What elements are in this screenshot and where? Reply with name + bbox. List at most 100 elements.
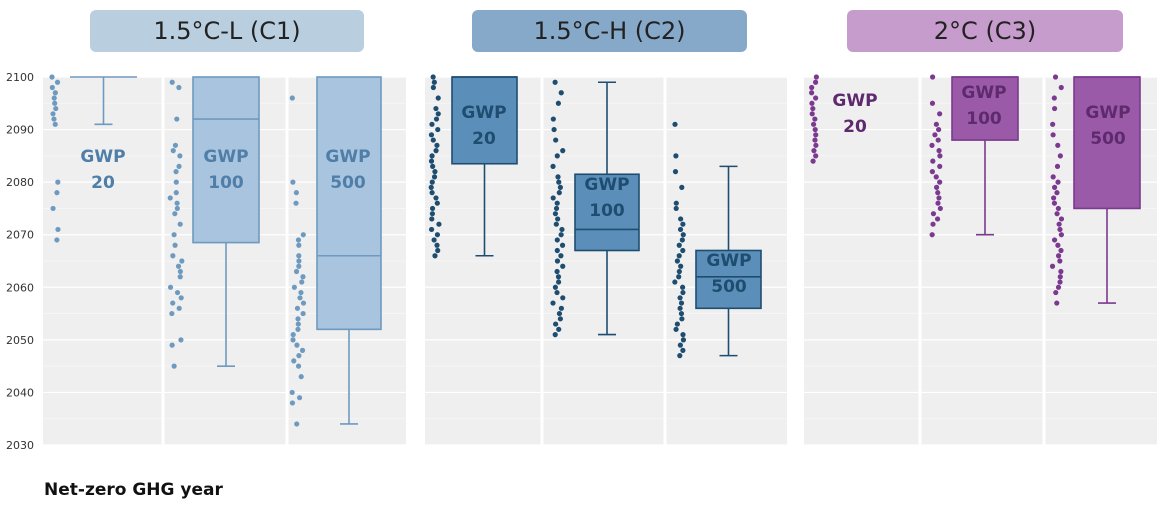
data-point <box>295 363 302 369</box>
data-point <box>172 142 179 148</box>
data-point <box>813 74 819 80</box>
data-point <box>1051 105 1058 112</box>
data-point <box>677 226 684 233</box>
data-point <box>55 226 61 233</box>
data-point <box>1049 263 1056 269</box>
data-point <box>932 132 938 138</box>
data-point <box>171 363 177 369</box>
series-label-line2: 500 <box>1090 129 1126 149</box>
data-point <box>433 148 439 154</box>
data-point <box>680 337 687 343</box>
series-label-line1: GWP <box>706 251 751 271</box>
data-point <box>553 321 559 327</box>
data-point <box>1058 232 1064 238</box>
series-label-line1: GWP <box>584 175 629 195</box>
data-point <box>929 142 935 148</box>
data-point <box>677 353 683 359</box>
data-point <box>49 84 55 91</box>
data-point <box>554 268 560 275</box>
data-point <box>178 295 184 301</box>
data-point <box>1051 195 1057 201</box>
box <box>574 173 640 252</box>
data-point <box>937 163 943 169</box>
data-point <box>431 79 437 85</box>
data-point <box>432 253 438 259</box>
data-point <box>1052 74 1059 80</box>
data-point <box>555 100 561 106</box>
data-point <box>1055 179 1061 185</box>
data-point <box>1058 216 1065 222</box>
data-point <box>1055 205 1061 212</box>
data-point <box>55 179 61 185</box>
data-point <box>929 232 935 238</box>
data-point <box>300 232 306 238</box>
data-point <box>554 247 560 254</box>
data-point <box>1057 258 1063 264</box>
data-point <box>550 300 556 306</box>
data-point <box>552 79 558 85</box>
data-point <box>1055 253 1062 259</box>
data-point <box>167 284 174 290</box>
data-point <box>1054 300 1060 306</box>
data-point <box>172 242 178 248</box>
box <box>192 76 260 244</box>
data-point <box>553 205 560 212</box>
data-point <box>170 300 176 306</box>
data-point <box>810 158 816 164</box>
data-point <box>558 253 564 259</box>
data-point <box>937 179 943 185</box>
data-point <box>1050 121 1056 127</box>
data-point <box>54 79 61 85</box>
data-point <box>812 137 818 143</box>
data-point <box>434 242 440 248</box>
box <box>451 76 518 165</box>
data-point <box>179 258 185 264</box>
data-point <box>936 195 942 201</box>
data-point <box>296 395 303 401</box>
data-point <box>556 326 562 332</box>
data-point <box>672 169 679 175</box>
data-point <box>676 274 682 280</box>
data-point <box>430 84 436 91</box>
data-point <box>1050 132 1056 138</box>
data-point <box>429 205 436 212</box>
data-point <box>429 190 435 196</box>
data-point <box>294 342 300 348</box>
data-point <box>171 232 177 238</box>
series-label-line1: GWP <box>80 147 125 167</box>
data-point <box>435 95 441 101</box>
data-point <box>1051 95 1057 101</box>
box <box>1073 76 1141 210</box>
data-point <box>676 253 682 259</box>
data-point <box>53 105 59 112</box>
data-point <box>679 237 685 243</box>
data-point <box>680 289 686 296</box>
data-point <box>557 316 563 322</box>
data-point <box>430 74 436 80</box>
data-point <box>1054 190 1060 196</box>
data-point <box>550 116 556 122</box>
data-point <box>935 137 941 143</box>
data-point <box>558 232 564 238</box>
data-point <box>431 174 438 180</box>
y-tick-label: 2070 <box>6 229 34 242</box>
data-point <box>680 221 686 227</box>
data-point <box>812 126 818 133</box>
data-point <box>429 216 435 222</box>
data-point <box>299 279 305 285</box>
data-point <box>291 284 297 290</box>
data-point <box>177 221 183 227</box>
data-point <box>929 169 935 175</box>
data-point <box>50 205 56 212</box>
series-label-line2: 100 <box>966 109 1002 129</box>
data-point <box>550 195 556 201</box>
data-point <box>673 153 679 159</box>
data-point <box>677 305 683 311</box>
data-point <box>433 105 439 112</box>
data-point <box>550 163 556 169</box>
data-point <box>680 347 686 353</box>
data-point <box>295 326 301 332</box>
data-point <box>813 153 819 159</box>
y-tick-label: 2080 <box>6 176 34 189</box>
data-point <box>167 195 173 201</box>
